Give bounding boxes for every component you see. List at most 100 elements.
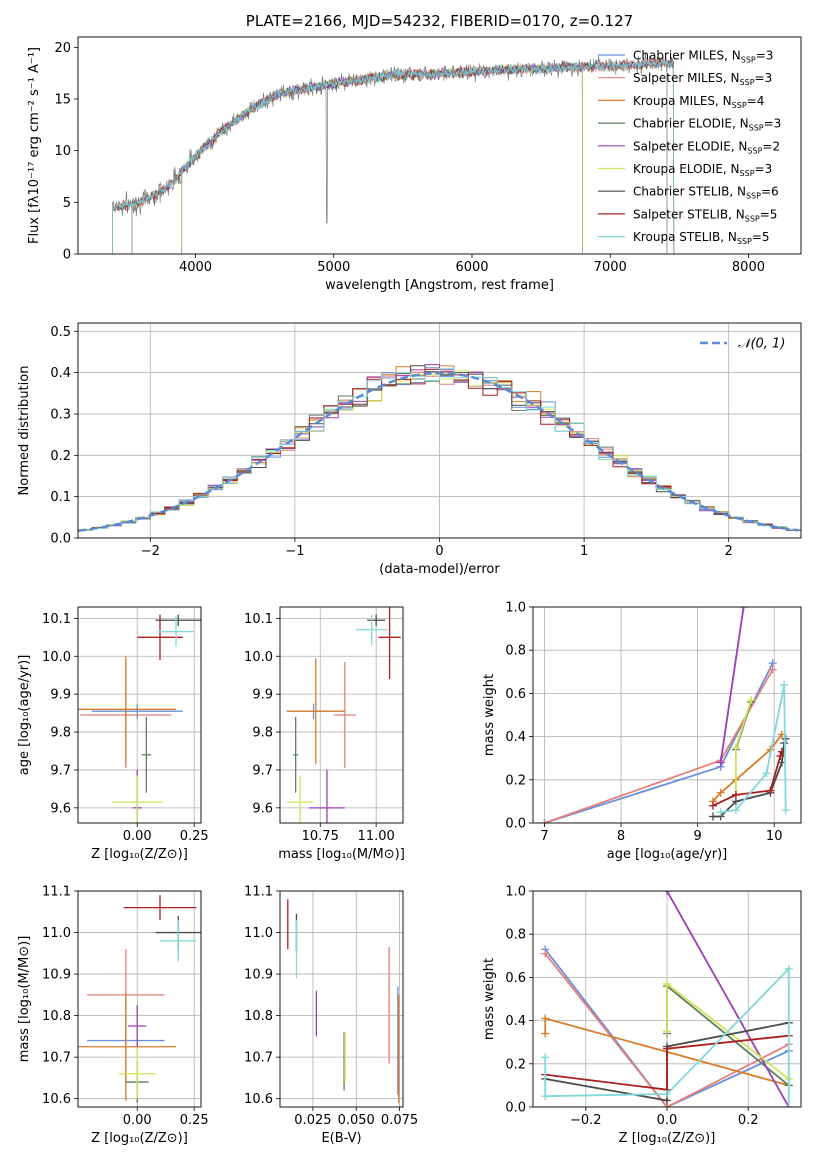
legend-label: Salpeter ELODIE, N <box>633 139 747 153</box>
y-tick-label: 0.4 <box>505 730 526 745</box>
y-tick-label: 11.1 <box>42 885 71 900</box>
spectrum-data-line <box>112 52 675 224</box>
legend-entry-gaussian: 𝒩(0, 1) <box>738 337 785 352</box>
x-tick-label: 4000 <box>179 260 212 275</box>
x-tick-label: 10 <box>766 829 783 844</box>
y-tick-label: 0.0 <box>505 1101 526 1116</box>
y-axis-label: mass weight <box>482 674 497 756</box>
x-axis-label: age [log₁₀(age/yr)] <box>607 847 728 862</box>
axes-frame <box>77 322 802 539</box>
legend-label: Salpeter STELIB, N <box>633 207 745 221</box>
y-tick-label: 10.8 <box>42 1009 71 1024</box>
legend-entry: Salpeter ELODIE, NSSP=2 <box>633 139 780 155</box>
panel-weight_vs_age: 7 8 9 10 0.0 0.2 0.4 0.6 0.8 1.0 age [log₁₀(age/yr… <box>482 601 802 862</box>
x-tick-label: 9 <box>693 829 701 844</box>
x-axis-label: Z [log₁₀(Z/Z⊙)] <box>91 1131 188 1146</box>
legend-eq: =5 <box>752 230 770 244</box>
gaussian-curve <box>78 371 799 532</box>
axes-frame <box>279 890 404 1108</box>
x-tick-label: 0.2 <box>738 1113 759 1128</box>
x-axis-label: (data-model)/error <box>379 562 500 577</box>
plot-area <box>280 891 403 1107</box>
plot-area <box>280 607 403 823</box>
y-tick-label: 0.4 <box>505 1014 526 1029</box>
x-tick-label: 7000 <box>594 260 627 275</box>
panel-mass_vs_Z: 0.00 0.25 10.6 10.7 10.8 10.9 11.0 11.1 Z [log₁₀… <box>17 885 209 1147</box>
x-axis-label: E(B-V) <box>321 1131 361 1146</box>
figure-title: PLATE=2166, MJD=54232, FIBERID=0170, z=0… <box>245 12 634 30</box>
axes-frame <box>532 890 802 1108</box>
y-axis-label: Flux [fλ10⁻¹⁷ erg cm⁻² s⁻¹ A⁻¹] <box>27 47 42 244</box>
panel-residuals: −2 −1 0 1 2 0.0 0.1 0.2 0.3 0.4 0.5 (data-model)/er… <box>17 322 802 577</box>
weight-line-chabrier_miles <box>544 948 790 1107</box>
legend-sub: SSP <box>741 56 756 65</box>
x-tick-label: 2 <box>725 544 733 559</box>
x-axis-label: Z [log₁₀(Z/Z⊙)] <box>91 847 188 862</box>
y-tick-label: 1.0 <box>505 601 526 616</box>
model-line-chabrier_miles <box>131 57 668 254</box>
y-tick-label: 1.0 <box>505 885 526 900</box>
y-tick-label: 0.5 <box>50 325 71 340</box>
y-tick-label: 9.7 <box>50 763 71 778</box>
legend-sub: SSP <box>740 78 755 87</box>
weight-line-chabrier_elodie <box>666 984 790 1087</box>
plot-area <box>78 891 201 1107</box>
y-tick-label: 11.0 <box>42 926 71 941</box>
x-tick-label: 0.050 <box>338 1113 375 1128</box>
weight-line-salpeter_elodie <box>666 891 790 1107</box>
y-tick-label: 10.9 <box>42 968 71 983</box>
legend-label: Kroupa ELODIE, N <box>633 162 740 176</box>
legend-entry: Kroupa STELIB, NSSP=5 <box>633 230 770 246</box>
legend-sub: SSP <box>737 237 752 246</box>
legend-eq: =3 <box>755 71 773 85</box>
x-tick-label: 8 <box>617 829 625 844</box>
y-tick-label: 9.8 <box>50 726 71 741</box>
x-axis-label: Z [log₁₀(Z/Z⊙)] <box>619 1131 716 1146</box>
weight-line-salpeter_miles <box>544 953 790 1107</box>
y-tick-label: 5 <box>63 196 71 211</box>
y-tick-label: 10.8 <box>244 1009 273 1024</box>
legend-entry: Salpeter STELIB, NSSP=5 <box>633 207 777 223</box>
legend-eq: =4 <box>747 94 765 108</box>
panel-weight_vs_Z: −0.2 0.0 0.2 0.0 0.2 0.4 0.6 0.8 1.0 Z [log₁₀(Z/Z… <box>482 885 802 1146</box>
y-tick-label: 9.8 <box>252 726 273 741</box>
x-axis-label: mass [log₁₀(M/M⊙)] <box>278 847 405 862</box>
y-tick-label: 0.2 <box>505 773 526 788</box>
x-tick-label: −1 <box>285 544 304 559</box>
y-tick-label: 20 <box>54 41 71 56</box>
x-tick-label: 7 <box>540 829 548 844</box>
plot-area <box>78 323 801 538</box>
x-axis-label: wavelength [Angstrom, rest frame] <box>325 278 554 293</box>
panel-spectrum: 4000 5000 6000 7000 8000 0 5 10 15 20 wavelength [… <box>27 36 802 293</box>
y-axis-label: mass [log₁₀(M/M⊙)] <box>17 936 32 1063</box>
y-tick-label: 11.0 <box>244 926 273 941</box>
plot-area <box>533 607 801 823</box>
y-tick-label: 0.1 <box>50 490 71 505</box>
x-tick-label: 0.075 <box>381 1113 418 1128</box>
y-axis-label: age [log₁₀(age/yr)] <box>17 655 32 776</box>
y-tick-label: 0.6 <box>505 687 526 702</box>
y-tick-label: 9.6 <box>252 801 273 816</box>
y-tick-label: 9.7 <box>252 763 273 778</box>
legend-label: Kroupa MILES, N <box>633 94 732 108</box>
model-line-kroupa_elodie <box>181 62 583 254</box>
y-tick-label: 10.6 <box>244 1092 273 1107</box>
x-tick-label: 0.0 <box>657 1113 678 1128</box>
legend-entry: Chabrier MILES, NSSP=3 <box>633 49 773 65</box>
legend-sub: SSP <box>745 214 760 223</box>
legend-label: Chabrier MILES, N <box>633 49 741 63</box>
y-tick-label: 10.9 <box>244 968 273 983</box>
legend-label: Salpeter MILES, N <box>633 71 740 85</box>
x-tick-label: −2 <box>141 544 160 559</box>
legend-sub: SSP <box>732 101 747 110</box>
x-tick-label: 11.00 <box>358 829 395 844</box>
y-tick-label: 0 <box>63 248 71 263</box>
x-tick-label: 0.25 <box>180 829 209 844</box>
model-line-salpeter_elodie <box>181 62 583 254</box>
y-tick-label: 10.0 <box>42 650 71 665</box>
x-tick-label: 10.75 <box>302 829 339 844</box>
y-tick-label: 0.2 <box>505 1057 526 1072</box>
model-line-salpeter_miles <box>131 59 668 254</box>
y-tick-label: 15 <box>54 93 71 108</box>
